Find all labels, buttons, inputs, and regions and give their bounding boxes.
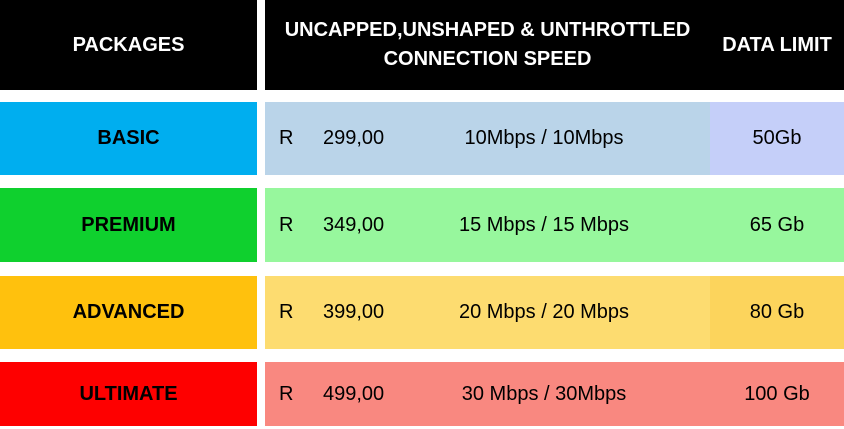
connection-speed-value: 20 Mbps / 20 Mbps — [458, 301, 630, 323]
currency-symbol: R — [279, 127, 294, 149]
connection-speed-header: UNCAPPED,UNSHAPED & UNTHROTTLED CONNECTI… — [265, 16, 710, 74]
package-row: ADVANCED R 399,00 20 Mbps / 20 Mbps 80 G… — [0, 276, 844, 349]
column-divider — [257, 0, 265, 90]
connection-speed-header-line1: UNCAPPED,UNSHAPED & UNTHROTTLED — [284, 19, 691, 41]
data-limit-cell: 80 Gb — [710, 276, 844, 349]
data-limit-value: 80 Gb — [749, 301, 805, 323]
data-limit-cell: 50Gb — [710, 102, 844, 175]
table-header-row: PACKAGES UNCAPPED,UNSHAPED & UNTHROTTLED… — [0, 0, 844, 90]
price-and-speed-cell: R 499,00 30 Mbps / 30Mbps — [265, 362, 710, 426]
connection-speed-value: 10Mbps / 10Mbps — [464, 127, 624, 149]
currency-symbol: R — [279, 301, 294, 323]
column-divider — [257, 276, 265, 349]
package-name-cell: ADVANCED — [0, 276, 257, 349]
package-name-label: PREMIUM — [81, 213, 176, 236]
currency-symbol: R — [279, 382, 294, 405]
price-and-speed-cell: R 299,00 10Mbps / 10Mbps — [265, 102, 710, 175]
packages-header-label: PACKAGES — [72, 33, 185, 56]
price-and-speed-cell: R 399,00 20 Mbps / 20 Mbps — [265, 276, 710, 349]
column-divider — [257, 188, 265, 262]
column-divider — [257, 362, 265, 426]
package-row: PREMIUM R 349,00 15 Mbps / 15 Mbps 65 Gb — [0, 188, 844, 262]
connection-speed-header-line2: CONNECTION SPEED — [383, 48, 592, 70]
data-limit-cell: 65 Gb — [710, 188, 844, 262]
package-name-cell: PREMIUM — [0, 188, 257, 262]
price-value: 349,00 — [323, 213, 385, 236]
package-name-cell: ULTIMATE — [0, 362, 257, 426]
speed-and-limit-header-cell: UNCAPPED,UNSHAPED & UNTHROTTLED CONNECTI… — [265, 0, 844, 90]
connection-speed-value: 30 Mbps / 30Mbps — [461, 382, 627, 405]
packages-header-cell: PACKAGES — [0, 0, 257, 90]
currency-symbol: R — [279, 213, 294, 236]
data-limit-value: 100 Gb — [744, 382, 810, 405]
data-limit-value: 50Gb — [752, 127, 802, 149]
package-name-label: ULTIMATE — [79, 382, 178, 405]
column-divider — [257, 102, 265, 175]
data-limit-value: 65 Gb — [749, 213, 805, 236]
price-value: 399,00 — [323, 301, 385, 323]
package-rows: BASIC R 299,00 10Mbps / 10Mbps 50Gb PREM… — [0, 102, 844, 426]
package-row: BASIC R 299,00 10Mbps / 10Mbps 50Gb — [0, 102, 844, 175]
package-row: ULTIMATE R 499,00 30 Mbps / 30Mbps 100 G… — [0, 362, 844, 426]
package-name-label: ADVANCED — [72, 301, 185, 323]
data-limit-header-label: DATA LIMIT — [722, 33, 832, 56]
package-name-cell: BASIC — [0, 102, 257, 175]
connection-speed-value: 15 Mbps / 15 Mbps — [458, 213, 630, 236]
price-and-speed-cell: R 349,00 15 Mbps / 15 Mbps — [265, 188, 710, 262]
price-value: 299,00 — [323, 127, 385, 149]
data-limit-cell: 100 Gb — [710, 362, 844, 426]
price-value: 499,00 — [323, 382, 385, 405]
package-name-label: BASIC — [97, 127, 160, 149]
